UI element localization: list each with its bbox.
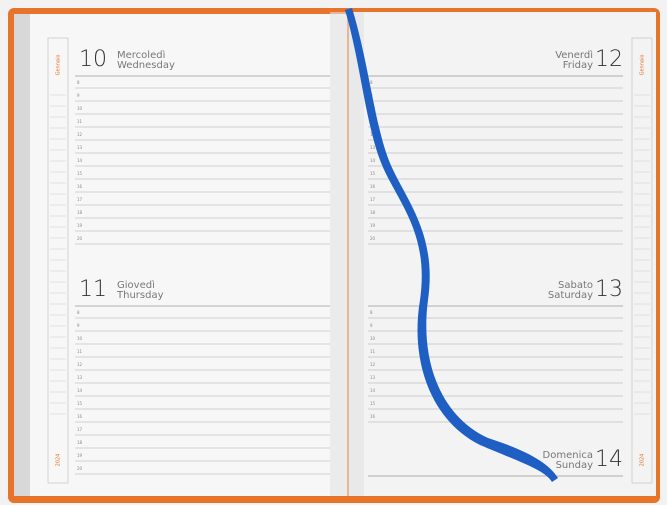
gutter-shadow: [330, 12, 364, 496]
hour-label: 10: [77, 336, 83, 341]
hour-label: 14: [370, 158, 376, 163]
hour-label: 15: [370, 171, 376, 176]
hour-label: 16: [77, 414, 83, 419]
hour-label: 8: [370, 80, 373, 85]
hour-label: 15: [77, 171, 83, 176]
day-name-en: Friday: [563, 60, 593, 71]
hour-label: 9: [77, 93, 80, 98]
day-name-en: Thursday: [116, 290, 164, 301]
hour-label: 16: [77, 184, 83, 189]
hour-label: 17: [77, 197, 83, 202]
hour-label: 14: [77, 388, 83, 393]
hour-label: 9: [77, 323, 80, 328]
hour-label: 10: [77, 106, 83, 111]
hour-label: 16: [370, 414, 376, 419]
right-page: [349, 12, 656, 496]
hour-label: 13: [370, 375, 376, 380]
hour-label: 9: [370, 323, 373, 328]
month-label: Gennaio: [56, 55, 62, 76]
month-strip: [631, 37, 653, 484]
hour-label: 20: [77, 466, 83, 471]
day-number: 14: [595, 447, 623, 472]
month-label: Gennaio: [640, 55, 646, 76]
hour-label: 16: [370, 184, 376, 189]
year-label: 2024: [640, 454, 646, 467]
day-number: 11: [79, 277, 107, 302]
hour-label: 8: [77, 310, 80, 315]
day-name-en: Sunday: [556, 460, 593, 471]
day-name-it: Domenica: [543, 450, 593, 461]
day-name-it: Giovedì: [117, 279, 155, 291]
hour-label: 19: [77, 223, 83, 228]
hour-label: 10: [370, 336, 376, 341]
hour-label: 12: [370, 362, 376, 367]
day-number: 13: [595, 277, 623, 302]
hour-label: 19: [370, 223, 376, 228]
day-name-it: Venerdì: [555, 49, 593, 61]
month-strip: [47, 37, 69, 484]
day-name-en: Wednesday: [117, 60, 175, 71]
day-number: 10: [79, 47, 107, 72]
hour-label: 14: [77, 158, 83, 163]
hour-label: 15: [77, 401, 83, 406]
hour-label: 12: [77, 132, 83, 137]
hour-label: 19: [77, 453, 83, 458]
hour-label: 14: [370, 388, 376, 393]
hour-label: 18: [77, 210, 83, 215]
hour-label: 11: [77, 119, 83, 124]
hour-label: 11: [77, 349, 83, 354]
hour-label: 8: [370, 310, 373, 315]
hour-label: 13: [77, 375, 83, 380]
hour-label: 17: [370, 197, 376, 202]
hour-label: 15: [370, 401, 376, 406]
year-label: 2024: [56, 454, 62, 467]
hour-label: 18: [370, 210, 376, 215]
hour-label: 13: [77, 145, 83, 150]
day-number: 12: [595, 47, 623, 72]
left-page: [14, 14, 347, 496]
hour-label: 11: [370, 349, 376, 354]
hour-label: 18: [77, 440, 83, 445]
hour-label: 12: [77, 362, 83, 367]
hour-label: 20: [77, 236, 83, 241]
hour-label: 8: [77, 80, 80, 85]
day-name-it: Mercoledì: [117, 49, 166, 61]
day-name-it: Sabato: [558, 280, 593, 291]
page-edge: [14, 14, 30, 496]
hour-label: 20: [370, 236, 376, 241]
day-name-en: Saturday: [548, 290, 593, 301]
hour-label: 13: [370, 145, 376, 150]
hour-label: 17: [77, 427, 83, 432]
